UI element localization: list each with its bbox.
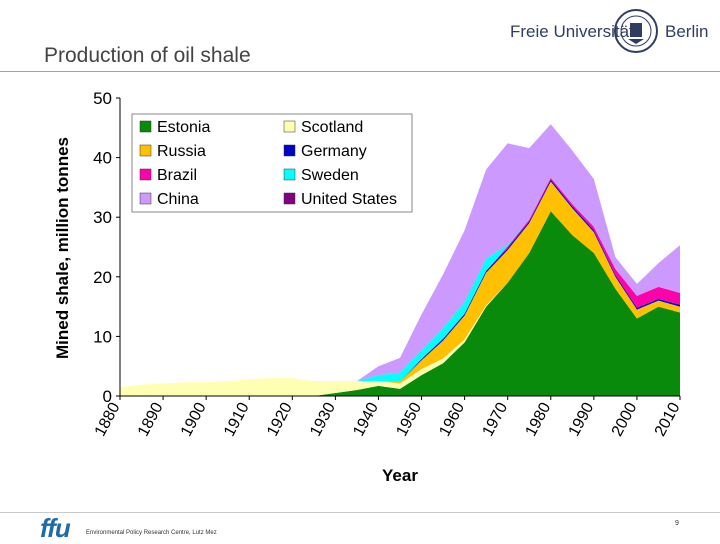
legend-label: Germany xyxy=(301,143,367,160)
area-estonia xyxy=(120,211,680,396)
legend-item-brazil: Brazil xyxy=(139,167,197,184)
legend-item-germany: Germany xyxy=(283,143,367,160)
footer-text: Environmental Policy Research Centre, Lu… xyxy=(86,530,217,536)
legend-label: Russia xyxy=(157,143,206,160)
footer-divider xyxy=(0,512,720,513)
y-tick-label: 40 xyxy=(93,149,112,168)
y-axis-label: Mined shale, million tonnes xyxy=(53,137,72,359)
x-tick-label: 1900 xyxy=(178,400,210,439)
university-name-left: Freie Universität xyxy=(510,22,634,41)
legend-label: China xyxy=(157,191,199,208)
legend-label: Sweden xyxy=(301,167,359,184)
x-tick-label: 2010 xyxy=(652,400,684,439)
legend-label: Scotland xyxy=(301,119,363,136)
x-tick-label: 1950 xyxy=(393,400,425,439)
legend-label: Estonia xyxy=(157,119,210,136)
ffu-logo: ffu xyxy=(40,513,71,543)
x-tick-label: 1970 xyxy=(480,400,512,439)
x-tick-label: 1890 xyxy=(135,400,167,439)
x-tick-label: 1920 xyxy=(264,400,296,439)
legend-item-estonia: Estonia xyxy=(139,119,210,136)
legend-item-united-states: United States xyxy=(283,191,397,208)
page-number: 9 xyxy=(675,520,679,527)
legend: Estonia Scotland Russia Germany Brazil Sweden… xyxy=(131,113,413,213)
legend-swatch xyxy=(139,120,152,133)
legend-swatch xyxy=(139,144,152,157)
y-tick-label: 10 xyxy=(93,327,112,346)
legend-swatch xyxy=(283,192,296,205)
x-tick-label: 1910 xyxy=(221,400,253,439)
y-tick-label: 50 xyxy=(93,89,112,108)
x-tick-label: 1960 xyxy=(436,400,468,439)
x-axis-label: Year xyxy=(382,466,418,485)
oil-shale-chart: 0 10 20 30 40 50 1880 1890 1900 1910 1920 1930 1940 1… xyxy=(53,89,684,485)
x-tick-label: 2000 xyxy=(609,400,641,439)
university-logo: Freie Universität Berlin xyxy=(510,8,715,56)
university-name-right: Berlin xyxy=(665,22,709,41)
university-seal-icon xyxy=(614,9,658,53)
legend-label: Brazil xyxy=(157,167,197,184)
area-china xyxy=(120,124,680,388)
legend-swatch xyxy=(139,168,152,181)
x-tick-label: 1940 xyxy=(350,400,382,439)
slide-title: Production of oil shale xyxy=(44,44,251,67)
legend-label: United States xyxy=(301,191,397,208)
legend-item-sweden: Sweden xyxy=(283,167,359,184)
y-tick-label: 0 xyxy=(103,387,112,406)
legend-item-russia: Russia xyxy=(139,143,206,160)
x-tick-label: 1980 xyxy=(523,400,555,439)
x-tick-label: 1990 xyxy=(566,400,598,439)
y-tick-label: 20 xyxy=(93,268,112,287)
legend-item-china: China xyxy=(139,191,199,208)
area-series-group xyxy=(120,124,680,396)
y-tick-label: 30 xyxy=(93,208,112,227)
x-tick-label: 1880 xyxy=(92,400,124,439)
legend-swatch xyxy=(283,144,296,157)
legend-frame xyxy=(131,113,413,213)
legend-swatch xyxy=(139,192,152,205)
legend-swatch xyxy=(283,168,296,181)
legend-swatch xyxy=(283,120,296,133)
x-tick-label: 1930 xyxy=(307,400,339,439)
legend-item-scotland: Scotland xyxy=(283,119,363,136)
title-divider xyxy=(0,71,720,72)
